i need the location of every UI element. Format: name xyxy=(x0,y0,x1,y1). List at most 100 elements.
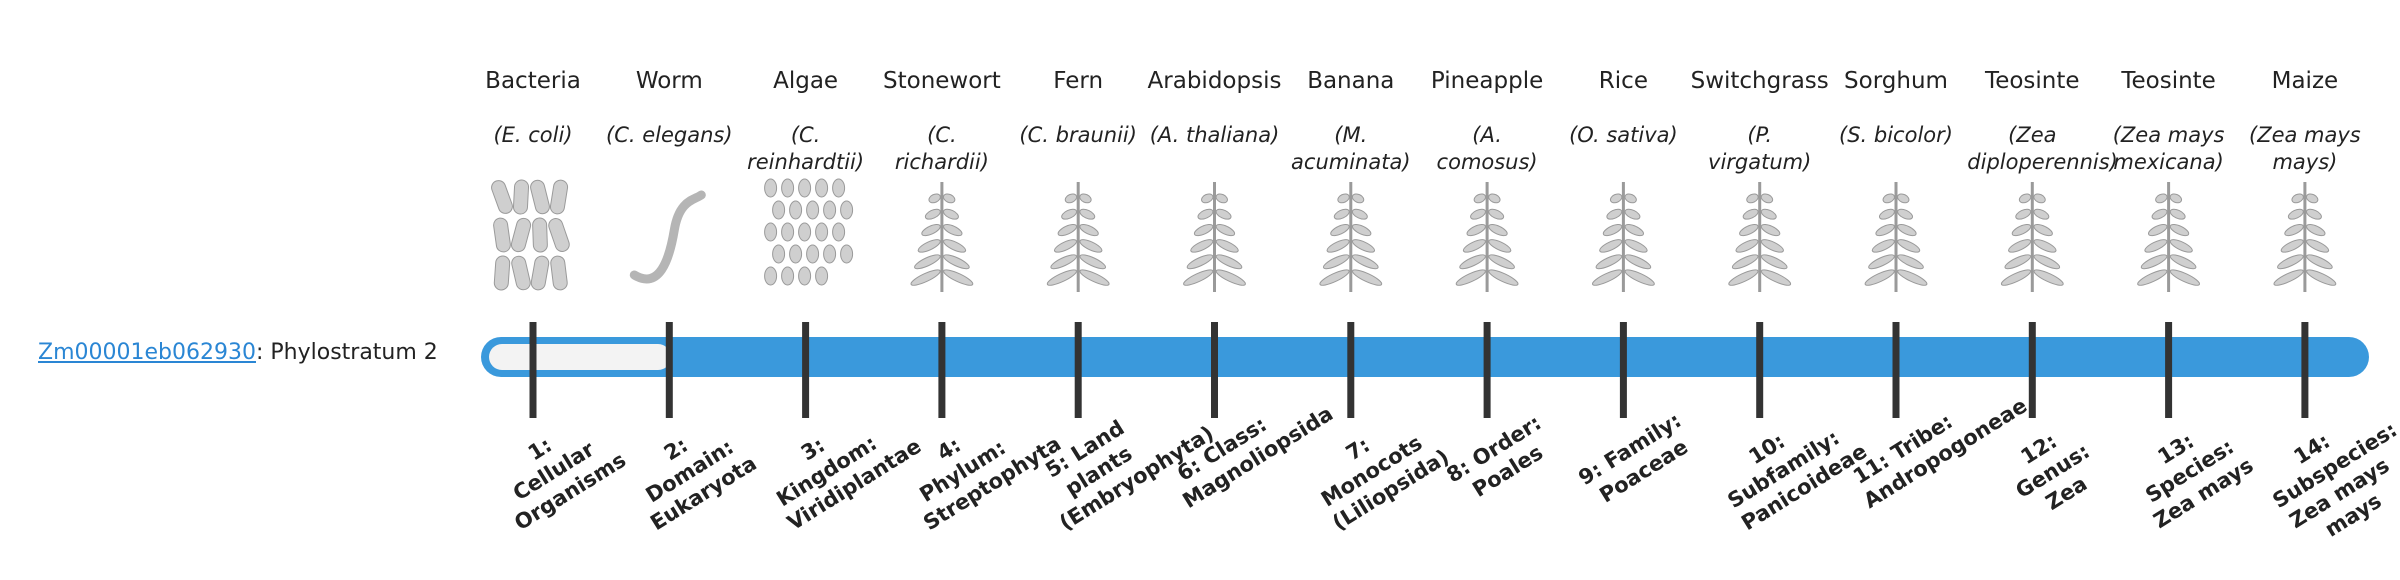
icon-part xyxy=(1193,224,1214,237)
icon-part xyxy=(1864,269,1895,286)
icon-part xyxy=(1064,193,1078,204)
icon-part xyxy=(2008,239,2032,253)
icon-part xyxy=(1624,254,1652,270)
icon-part xyxy=(1875,224,1895,237)
icon-part xyxy=(943,254,970,270)
icon-part xyxy=(1079,208,1096,220)
organism-species: (E. coli) xyxy=(493,123,573,147)
icon-part xyxy=(1322,254,1350,270)
icon-part xyxy=(2169,193,2183,204)
icon-part xyxy=(2169,254,2197,270)
icon-part xyxy=(2277,254,2304,270)
icon-part xyxy=(2004,254,2032,270)
organism-icon xyxy=(1046,182,1110,292)
icon-part xyxy=(1079,224,1099,237)
icon-part xyxy=(1735,239,1759,253)
icon-part xyxy=(832,222,846,242)
icon-part xyxy=(781,222,795,242)
bar xyxy=(481,337,2369,377)
icon-part xyxy=(510,217,532,253)
organism-name: Switchgrass xyxy=(1690,68,1829,94)
icon-part xyxy=(1742,208,1759,220)
icon-part xyxy=(2151,208,2168,220)
icon-part xyxy=(491,180,513,214)
bar-highlight xyxy=(489,344,671,370)
icon-part xyxy=(840,244,854,264)
icon-part xyxy=(530,255,550,291)
icon-part xyxy=(550,255,568,291)
icon-part xyxy=(924,208,941,220)
icon-part xyxy=(1197,208,1214,220)
icon-part xyxy=(943,269,974,286)
organism-species: (P. virgatum) xyxy=(1708,123,1812,174)
icon-part xyxy=(1351,239,1375,253)
icon-part xyxy=(1878,208,1895,220)
icon-part xyxy=(1455,269,1486,286)
icon-part xyxy=(1760,224,1781,237)
icon-part xyxy=(1599,239,1623,253)
icon-part xyxy=(1351,193,1365,204)
organism-icon xyxy=(910,182,974,292)
icon-part xyxy=(1624,239,1648,253)
organism-name: Algae xyxy=(773,68,839,94)
icon-part xyxy=(1201,193,1214,204)
icon-part xyxy=(823,244,837,264)
icon-part xyxy=(914,254,941,270)
icon-part xyxy=(1624,269,1655,286)
icon-part xyxy=(1897,239,1921,253)
icon-part xyxy=(1054,239,1078,253)
icon-part xyxy=(530,179,550,215)
icon-part xyxy=(910,269,941,286)
organism-species: (O. sativa) xyxy=(1569,123,1678,147)
icon-part xyxy=(1488,224,1508,237)
organism-icon xyxy=(1455,182,1519,292)
gene-suffix: : Phylostratum 2 xyxy=(255,340,438,365)
icon-part xyxy=(2284,224,2304,237)
icon-part xyxy=(1609,193,1623,204)
icon-part xyxy=(1868,254,1895,270)
icon-part xyxy=(1337,193,1350,204)
icon-part xyxy=(2033,239,2057,253)
icon-part xyxy=(1624,193,1637,204)
icon-part xyxy=(942,193,956,204)
icon-part xyxy=(2169,224,2190,237)
icon-part xyxy=(493,217,511,253)
organism-icon xyxy=(2137,182,2201,292)
icon-part xyxy=(2273,269,2304,286)
organism-name: Worm xyxy=(635,68,703,94)
icon-part xyxy=(1488,269,1519,286)
icon-part xyxy=(2033,254,2061,270)
icon-part xyxy=(815,178,829,198)
icon-part xyxy=(1739,224,1759,237)
icon-part xyxy=(1591,269,1623,286)
icon-part xyxy=(1319,269,1350,286)
icon-part xyxy=(772,200,786,220)
icon-part xyxy=(1057,224,1078,237)
organism-name: Arabidopsis xyxy=(1147,68,1282,94)
icon-part xyxy=(1760,269,1792,286)
icon-part xyxy=(1215,224,1236,237)
icon-part xyxy=(1186,254,1214,270)
icon-part xyxy=(1602,224,1623,237)
icon-part xyxy=(1624,224,1644,237)
icon-part xyxy=(1352,254,1379,270)
icon-part xyxy=(917,239,941,253)
icon-part xyxy=(2011,224,2032,237)
icon-part xyxy=(1470,208,1486,220)
icon-part xyxy=(548,218,570,252)
icon-part xyxy=(943,224,963,237)
icon-part xyxy=(1606,208,1623,220)
ticks xyxy=(529,322,2309,418)
icon-part xyxy=(781,266,795,286)
icon-part xyxy=(1215,269,1246,286)
icon-part xyxy=(1215,254,1243,270)
organism-icon xyxy=(491,179,570,291)
icon-part xyxy=(806,200,820,220)
organism-name: Sorghum xyxy=(1844,68,1948,94)
organism-icon xyxy=(1183,182,1246,292)
organism-species: (M. acuminata) xyxy=(1291,123,1411,174)
icon-part xyxy=(1466,224,1486,237)
icon-part xyxy=(789,200,803,220)
gene-link[interactable]: Zm00001eb062930 xyxy=(38,340,256,365)
